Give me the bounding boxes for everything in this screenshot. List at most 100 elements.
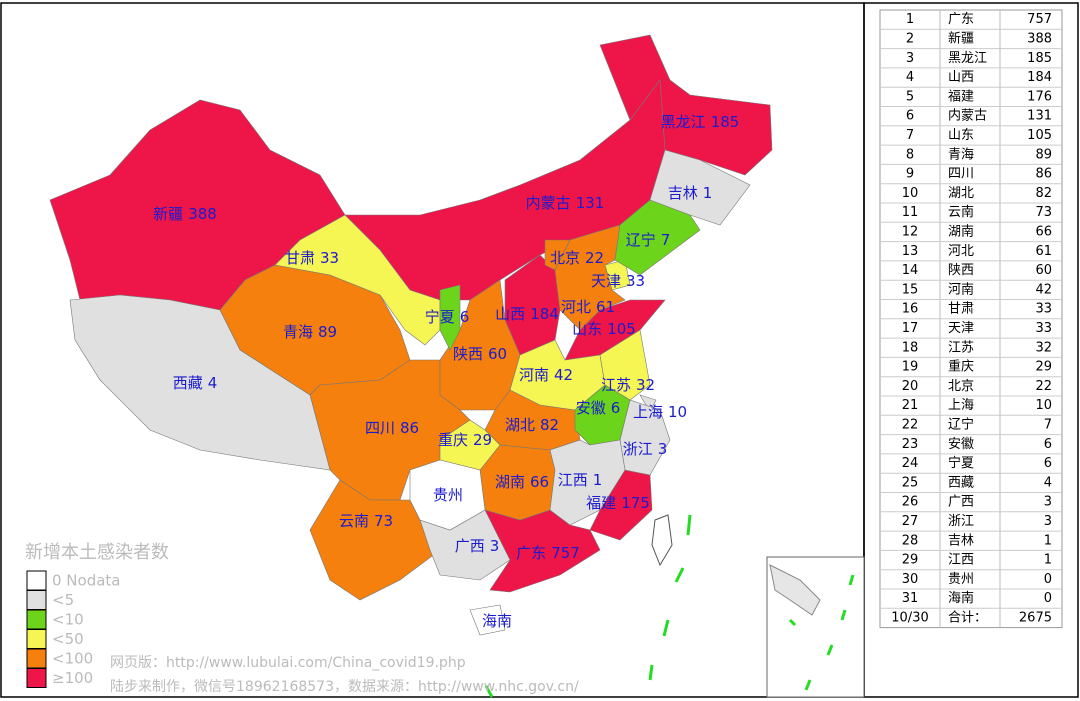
rank-cell: 26 xyxy=(902,495,919,510)
name-cell: 河北 xyxy=(948,244,974,259)
value-cell: 1 xyxy=(1044,553,1052,568)
value-cell: 3 xyxy=(1044,514,1052,529)
rank-cell: 6 xyxy=(906,109,914,124)
province-name: 青海 xyxy=(283,323,313,341)
legend-swatch xyxy=(26,570,47,591)
province-name: 江西 xyxy=(558,471,588,489)
province-label: 江西 1 xyxy=(558,471,603,489)
value-cell: 105 xyxy=(1027,128,1052,143)
name-cell: 湖北 xyxy=(948,186,974,201)
rank-cell: 10/30 xyxy=(891,610,928,625)
rank-cell: 20 xyxy=(902,379,919,394)
value-cell: 32 xyxy=(1035,340,1052,355)
province-value: 757 xyxy=(551,544,580,562)
name-cell: 黑龙江 xyxy=(948,51,987,66)
rank-cell: 15 xyxy=(902,282,919,297)
province-value: 4 xyxy=(208,374,218,392)
province xyxy=(469,604,506,636)
province-value: 3 xyxy=(658,440,668,458)
province-name: 四川 xyxy=(365,419,395,437)
province-label: 江苏 32 xyxy=(601,376,655,394)
province-value: 10 xyxy=(668,403,687,421)
legend-swatch xyxy=(26,648,47,669)
province-name: 云南 xyxy=(339,512,369,530)
name-cell: 宁夏 xyxy=(948,455,974,471)
province-name: 重庆 xyxy=(438,431,468,449)
rank-cell: 17 xyxy=(902,321,919,336)
province-label: 陕西 60 xyxy=(453,345,507,363)
province-name: 北京 xyxy=(550,249,580,267)
name-cell: 广西 xyxy=(948,495,974,510)
footer-text: 陆步来制作，微信号18962168573，数据来源：http://www.nhc… xyxy=(110,679,579,695)
legend: 新增本土感染者数 0 Nodata<5 <10<50 <100≥100 网页版：http… xyxy=(25,542,579,695)
province-name: 福建 xyxy=(586,494,616,512)
province-value: 6 xyxy=(460,308,470,326)
province-value: 32 xyxy=(636,376,655,394)
name-cell: 辽宁 xyxy=(948,416,974,432)
value-cell: 22 xyxy=(1035,379,1052,394)
value-cell: 61 xyxy=(1035,244,1052,259)
province-label: 黑龙江 185 xyxy=(661,113,740,131)
province-value: 66 xyxy=(530,473,549,491)
value-cell: 66 xyxy=(1035,224,1052,239)
province xyxy=(439,284,461,351)
rank-cell: 10 xyxy=(902,186,919,201)
province-value: 1 xyxy=(593,471,603,489)
name-cell: 河南 xyxy=(948,281,974,297)
value-cell: 6 xyxy=(1044,456,1052,471)
rank-cell: 18 xyxy=(902,340,919,355)
province-name: 广东 xyxy=(516,544,546,562)
province-value: 33 xyxy=(320,249,339,267)
value-cell: 0 xyxy=(1044,572,1052,587)
rank-cell: 1 xyxy=(906,12,914,27)
rank-cell: 9 xyxy=(906,167,914,182)
name-cell: 湖南 xyxy=(948,223,974,239)
province-label: 辽宁 7 xyxy=(626,231,671,249)
province-label: 山东 105 xyxy=(572,320,636,338)
province-value: 33 xyxy=(626,272,645,290)
name-cell: 山西 xyxy=(948,70,974,85)
province xyxy=(544,239,571,271)
value-cell: 6 xyxy=(1044,437,1052,452)
value-cell: 82 xyxy=(1035,186,1052,201)
province-name: 贵州 xyxy=(433,486,463,504)
province xyxy=(549,439,626,526)
province xyxy=(599,329,651,401)
rank-cell: 7 xyxy=(906,128,914,143)
province-value: 1 xyxy=(703,184,713,202)
name-cell: 浙江 xyxy=(948,514,974,529)
province-label: 上海 10 xyxy=(633,403,687,421)
rank-cell: 4 xyxy=(906,70,914,85)
rank-cell: 12 xyxy=(902,224,919,239)
province-name: 宁夏 xyxy=(425,308,455,326)
name-cell: 云南 xyxy=(948,204,974,220)
legend-title: 新增本土感染者数 xyxy=(25,542,169,563)
province-label: 天津 33 xyxy=(591,272,645,290)
province-label: 云南 73 xyxy=(339,512,393,530)
rank-cell: 31 xyxy=(902,591,919,606)
value-cell: 89 xyxy=(1035,147,1052,162)
province-name: 安徽 xyxy=(576,399,606,417)
name-cell: 重庆 xyxy=(948,359,974,375)
rank-cell: 2 xyxy=(906,31,914,46)
value-cell: 73 xyxy=(1035,205,1052,220)
value-cell: 388 xyxy=(1027,31,1052,46)
value-cell: 7 xyxy=(1044,417,1052,432)
value-cell: 185 xyxy=(1027,51,1052,66)
province-label: 宁夏 6 xyxy=(425,308,470,326)
province-name: 内蒙古 xyxy=(526,194,571,212)
value-cell: 29 xyxy=(1035,360,1052,375)
value-cell: 176 xyxy=(1027,89,1052,104)
value-cell: 0 xyxy=(1044,591,1052,606)
name-cell: 上海 xyxy=(948,398,974,413)
rank-cell: 29 xyxy=(902,553,919,568)
province-label: 山西 184 xyxy=(495,305,559,323)
province-value: 29 xyxy=(473,431,492,449)
rank-cell: 21 xyxy=(902,398,919,413)
province-name: 陕西 xyxy=(453,345,483,363)
province-value: 175 xyxy=(621,494,650,512)
name-cell: 海南 xyxy=(948,590,974,606)
name-cell: 四川 xyxy=(948,167,974,182)
legend-swatch xyxy=(26,629,47,649)
